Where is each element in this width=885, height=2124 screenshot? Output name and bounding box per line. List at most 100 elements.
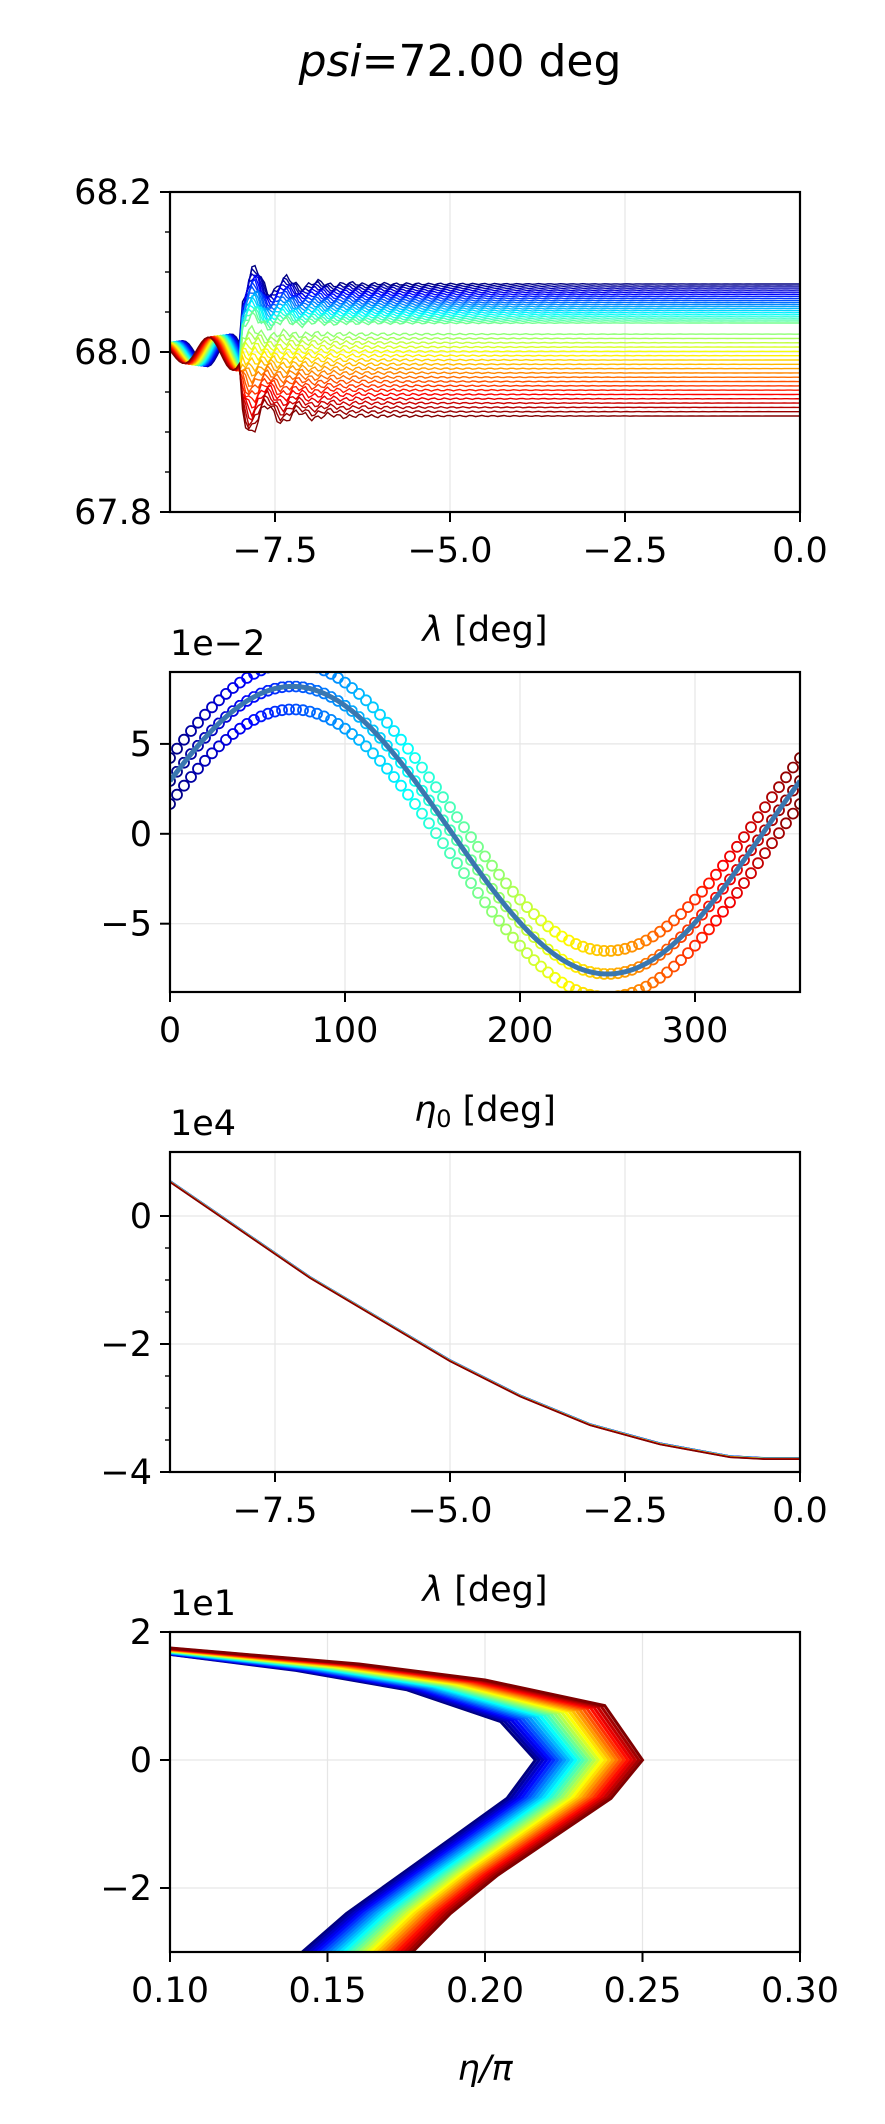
scatter-point <box>738 831 750 843</box>
series-line <box>170 335 800 373</box>
scatter-point <box>178 756 190 769</box>
scatter-highlight <box>658 946 662 950</box>
panel-3-xlabel: λ [deg] <box>420 1570 547 1610</box>
scatter-point <box>703 877 715 890</box>
scatter-point <box>451 857 463 870</box>
scatter-point <box>773 804 785 817</box>
scatter-point <box>171 788 183 801</box>
scatter-highlight <box>497 888 501 893</box>
scatter-point <box>752 857 764 870</box>
scatter-point <box>283 703 295 716</box>
x-tick-label: 300 <box>662 1011 729 1051</box>
scatter-highlight <box>588 963 592 967</box>
scatter-highlight <box>329 688 333 692</box>
scatter-point <box>633 984 645 992</box>
series-line <box>170 1180 800 1459</box>
scatter-point <box>185 771 197 783</box>
scatter-point <box>248 672 260 680</box>
scatter-point <box>409 798 421 810</box>
series-line <box>170 264 800 368</box>
scatter-highlight <box>210 721 214 725</box>
series-line <box>170 1181 800 1460</box>
scatter-point <box>661 920 673 933</box>
x-tick-label: 0.30 <box>761 1971 839 2011</box>
scatter-point <box>773 827 785 840</box>
panel-3-grid <box>170 1152 801 1473</box>
scatter-highlight <box>406 762 410 767</box>
scatter-highlight <box>567 954 571 959</box>
scatter-highlight <box>665 940 669 944</box>
series-line <box>170 310 800 370</box>
panel-2-plot-area <box>170 672 800 992</box>
scatter-highlight <box>217 714 221 718</box>
scatter-point <box>479 850 491 863</box>
x-tick-label: 100 <box>312 1011 379 1051</box>
y-tick-label: −2 <box>100 1325 152 1365</box>
series-line <box>170 335 800 372</box>
scatter-point <box>290 703 302 716</box>
panel-2-offset-text: 1e−2 <box>170 624 265 664</box>
scatter-point <box>170 775 176 787</box>
scatter-point <box>514 916 526 929</box>
scatter-point <box>731 887 743 899</box>
scatter-point <box>738 877 750 889</box>
figure-title: psi=72.00 deg <box>298 36 622 87</box>
scatter-point <box>458 821 470 834</box>
series-line <box>170 336 800 433</box>
scatter-point <box>514 939 526 952</box>
scatter-point <box>374 754 386 767</box>
series-line <box>170 336 800 431</box>
panel-4-offset-text: 1e1 <box>170 1584 236 1624</box>
scatter-point <box>745 844 757 857</box>
series-line <box>170 335 800 394</box>
scatter-point <box>416 807 428 820</box>
scatter-highlight <box>462 841 466 845</box>
scatter-point <box>717 859 729 872</box>
series-line <box>170 336 800 409</box>
y-tick-label: 2 <box>130 1613 152 1653</box>
scatter-point <box>206 724 218 737</box>
scatter-highlight <box>518 913 522 918</box>
x-tick-label: 0.20 <box>446 1971 524 2011</box>
scatter-point <box>668 914 680 927</box>
scatter-highlight <box>693 913 697 918</box>
series-line <box>170 335 800 373</box>
scatter-highlight <box>574 958 578 962</box>
scatter-point <box>472 863 484 876</box>
scatter-point <box>170 752 176 764</box>
series-line <box>170 293 800 367</box>
scatter-highlight <box>644 954 648 959</box>
scatter-highlight <box>707 897 711 901</box>
scatter-point <box>255 672 267 677</box>
scatter-highlight <box>469 851 473 855</box>
scatter-point <box>598 945 610 957</box>
scatter-highlight <box>182 753 186 758</box>
scatter-highlight <box>343 696 347 701</box>
scatter-point <box>654 925 666 938</box>
scatter-point <box>528 908 540 920</box>
scatter-point <box>465 831 477 843</box>
scatter-point <box>507 931 519 944</box>
series-line <box>170 335 800 387</box>
scatter-point <box>206 701 218 714</box>
scatter-point <box>170 798 176 810</box>
scatter-highlight <box>434 801 438 805</box>
series-line <box>170 336 800 418</box>
panel-2-frame <box>168 670 802 994</box>
scatter-highlight <box>630 961 634 965</box>
scatter-point <box>780 794 792 807</box>
scatter-point <box>192 762 204 775</box>
y-tick-label: 0 <box>130 815 152 855</box>
scatter-highlight <box>791 781 795 786</box>
scatter-highlight <box>350 702 354 706</box>
scatter-point <box>234 722 246 735</box>
scatter-highlight <box>231 702 235 706</box>
scatter-point <box>311 707 323 720</box>
scatter-point <box>262 707 274 720</box>
scatter-highlight <box>308 679 312 684</box>
scatter-point <box>493 868 505 881</box>
scatter-point <box>486 905 498 918</box>
scatter-highlight <box>672 934 676 938</box>
scatter-point <box>227 728 239 740</box>
scatter-highlight <box>756 831 760 835</box>
